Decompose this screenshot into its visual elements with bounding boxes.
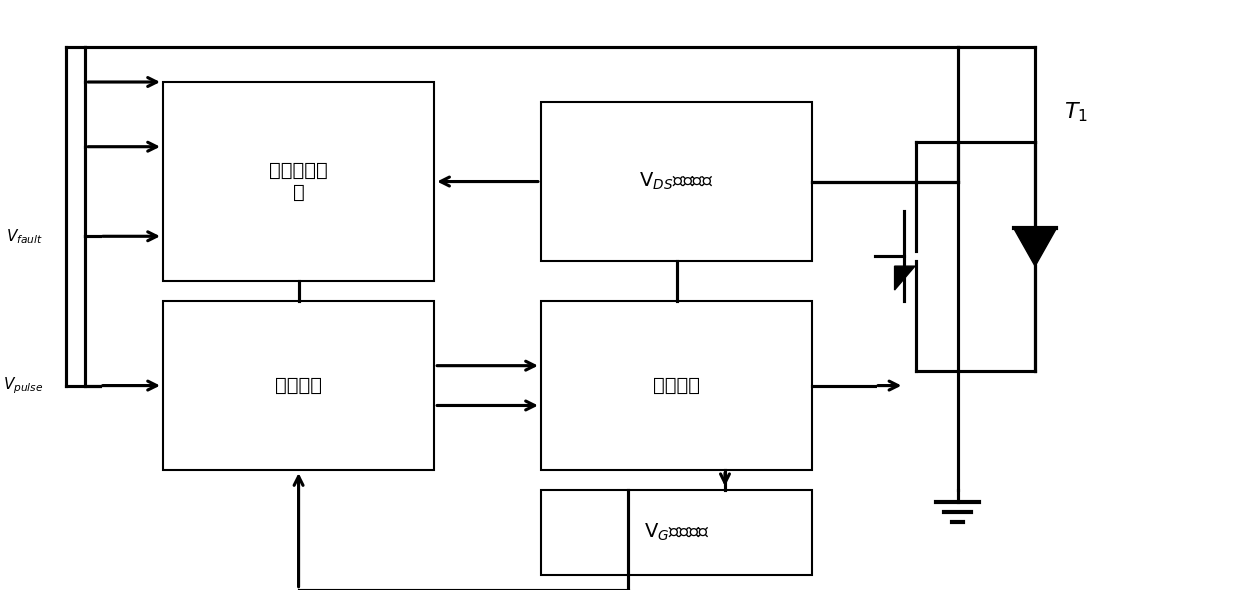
Polygon shape bbox=[894, 266, 915, 290]
Bar bbox=[541, 490, 812, 574]
Text: 短路保护单
元: 短路保护单 元 bbox=[269, 161, 327, 202]
Bar bbox=[541, 102, 812, 261]
Text: $V_{fault}$: $V_{fault}$ bbox=[6, 227, 43, 246]
Bar bbox=[162, 301, 434, 470]
Text: $V_{pulse}$: $V_{pulse}$ bbox=[2, 375, 43, 396]
Bar bbox=[541, 301, 812, 470]
Text: 驱动单元: 驱动单元 bbox=[653, 376, 701, 395]
Text: V$_G$检测单元: V$_G$检测单元 bbox=[644, 522, 709, 543]
Text: $T_1$: $T_1$ bbox=[1064, 100, 1089, 124]
Text: V$_{DS}$检测单元: V$_{DS}$检测单元 bbox=[639, 171, 714, 192]
Polygon shape bbox=[1014, 228, 1056, 266]
Bar bbox=[162, 82, 434, 281]
Text: 逻辑单元: 逻辑单元 bbox=[275, 376, 322, 395]
